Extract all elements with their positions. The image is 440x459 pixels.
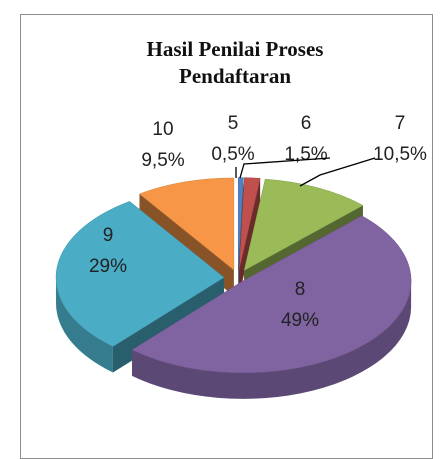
- leader-line: [239, 157, 331, 179]
- slice-top: [238, 177, 261, 270]
- slice-category-label: 5: [228, 113, 239, 134]
- slice-category-label: 10: [152, 119, 173, 140]
- slice-category-label: 8: [295, 279, 306, 300]
- slice-side: [239, 178, 261, 296]
- leader-line: [299, 157, 376, 187]
- slice-top: [237, 177, 244, 270]
- slice-value-label: 0,5%: [211, 144, 254, 165]
- slice-value-label: 29%: [89, 256, 127, 277]
- slice-value-label: 10,5%: [373, 144, 427, 165]
- slice-top: [55, 201, 225, 347]
- slice-value-label: 49%: [281, 310, 319, 331]
- pie-slice: [238, 177, 261, 296]
- slice-value-label: 9,5%: [141, 150, 184, 171]
- slice-top: [131, 215, 412, 374]
- slice-category-label: 6: [301, 113, 312, 134]
- slice-category-label: 9: [103, 225, 114, 246]
- chart-title: Hasil Penilai Proses Pendaftaran: [146, 37, 324, 88]
- slice-wall: [132, 280, 412, 399]
- slice-top: [138, 177, 235, 271]
- slice-top: [243, 178, 364, 271]
- slice-value-label: 1,5%: [284, 144, 327, 165]
- slice-wall: [56, 277, 113, 373]
- pie-slice: [131, 215, 412, 399]
- slice-category-label: 7: [395, 113, 406, 134]
